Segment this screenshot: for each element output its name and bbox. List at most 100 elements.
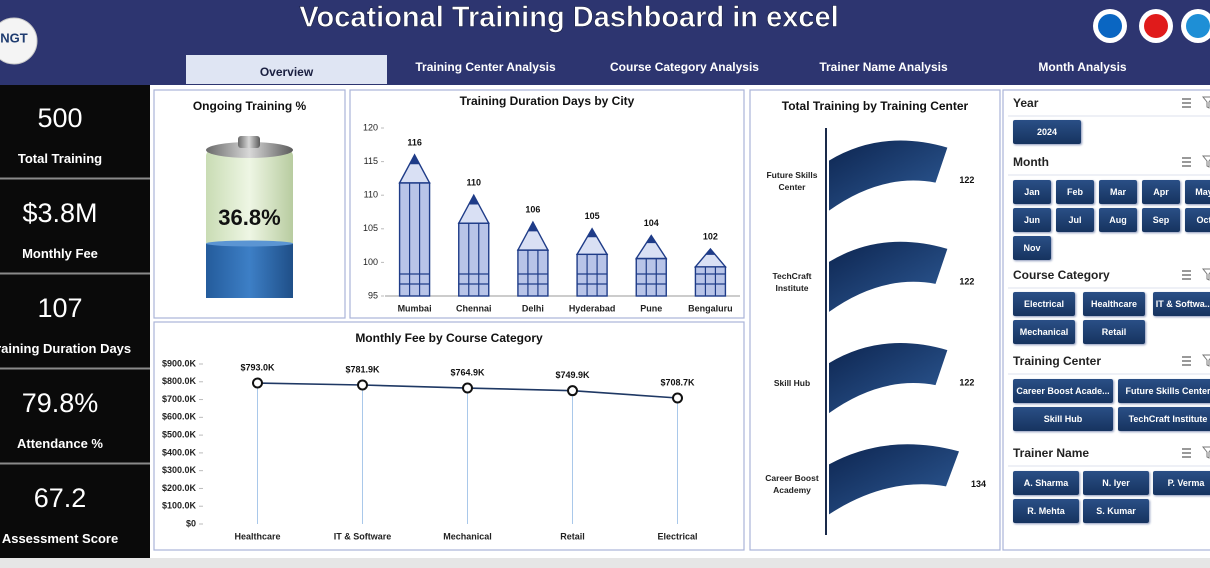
social-icon[interactable] <box>1139 9 1173 43</box>
y-tick-label: $400.0K <box>162 447 197 457</box>
slicer-button[interactable]: Jan <box>1013 180 1051 204</box>
chart-title: Total Training by Training Center <box>782 99 969 113</box>
slicer-icons[interactable] <box>1182 155 1210 168</box>
battery-fill <box>206 243 293 298</box>
y-tick-label: $300.0K <box>162 465 197 475</box>
kpi-label: Attendance % <box>17 436 103 451</box>
slicer-button[interactable]: A. Sharma <box>1013 471 1079 495</box>
slicer-button[interactable]: TechCraft Institute <box>1118 407 1210 431</box>
slicer-icons[interactable] <box>1182 268 1210 281</box>
filter-icon <box>1201 268 1210 281</box>
x-tick-label: Mumbai <box>398 303 432 313</box>
line-point <box>567 385 578 397</box>
slicer-icons[interactable] <box>1182 96 1210 109</box>
slicer-button[interactable]: Oct <box>1185 208 1210 232</box>
pencil-lead <box>409 154 420 165</box>
category-label-box: TechCraft Institute <box>772 271 811 293</box>
kpi-value: 500 <box>37 103 83 133</box>
slicer-button[interactable]: Jul <box>1056 208 1094 232</box>
slicer-button[interactable]: Aug <box>1099 208 1137 232</box>
pencil-tip <box>457 193 490 224</box>
logo <box>0 17 38 65</box>
pencil-body <box>398 182 431 297</box>
flag-bar <box>829 343 948 414</box>
value-label: 122 <box>959 378 974 388</box>
x-tick-label: Delhi <box>522 303 544 313</box>
pencil-bar <box>516 220 550 297</box>
value-label: $749.9K <box>555 370 590 380</box>
x-tick-label: IT & Software <box>334 531 392 541</box>
slicer-title: Course Category <box>1013 268 1110 282</box>
value-label: 116 <box>407 137 422 147</box>
slicer-button[interactable]: Sep <box>1142 208 1180 232</box>
tab[interactable]: Month Analysis <box>1038 59 1127 74</box>
x-tick-label: Electrical <box>657 531 697 541</box>
pencil-tip <box>398 153 431 184</box>
pencil-bar <box>457 193 490 297</box>
slicer-button[interactable]: Feb <box>1056 180 1094 204</box>
kpi-value: $3.8M <box>22 198 98 228</box>
slicer-button[interactable]: Healthcare <box>1083 292 1145 316</box>
slicer-title: Month <box>1013 155 1049 169</box>
value-label: $781.9K <box>345 364 380 374</box>
y-tick-label: 115 <box>364 156 378 166</box>
flag-bar <box>829 241 948 312</box>
y-tick-label: 105 <box>363 223 378 233</box>
y-tick-label: 120 <box>363 122 378 132</box>
x-tick-label: Mechanical <box>443 531 492 541</box>
tab[interactable]: Trainer Name Analysis <box>819 59 948 74</box>
category-label-box: Career Boost Academy <box>765 473 819 496</box>
line-point <box>672 392 683 404</box>
social-icon[interactable] <box>1093 9 1127 43</box>
slicer-button[interactable]: May <box>1185 180 1210 204</box>
slicer-icons[interactable] <box>1182 446 1210 459</box>
tab[interactable]: Course Category Analysis <box>610 59 759 74</box>
y-tick-label: Career Boost Academy <box>765 473 819 496</box>
pencil-tip <box>693 247 727 268</box>
value-label: 122 <box>959 276 974 286</box>
slicer-button[interactable]: Future Skills Center <box>1118 379 1210 403</box>
filter-icon <box>1201 446 1210 459</box>
kpi-label: Total Training <box>17 151 103 166</box>
slicer-button[interactable]: Mechanical <box>1013 320 1075 344</box>
value-label: $793.0K <box>240 362 275 372</box>
slicer-button[interactable]: Retail <box>1083 320 1145 344</box>
slicer-button[interactable]: IT & Softwa... <box>1153 292 1210 316</box>
pencil-tip <box>516 220 550 251</box>
kpi-value: 79.8% <box>21 388 99 418</box>
slicer-button[interactable]: 2024 <box>1013 120 1081 144</box>
slicer-button[interactable]: Nov <box>1013 236 1051 260</box>
y-tick-label: $500.0K <box>162 429 197 439</box>
social-icon[interactable] <box>1181 9 1210 43</box>
kpi-label: Monthly Fee <box>22 246 98 261</box>
y-tick-label: 100 <box>363 257 378 267</box>
tab[interactable]: Training Center Analysis <box>415 59 556 74</box>
pencil-bar <box>575 227 609 297</box>
line-point <box>357 379 368 391</box>
slicer-button[interactable]: S. Kumar <box>1083 499 1149 523</box>
slicer-icons[interactable] <box>1182 354 1210 367</box>
slicer-button[interactable]: P. Verma <box>1153 471 1210 495</box>
kpi-value: 67.2 <box>33 483 87 513</box>
slicer-title: Trainer Name <box>1013 446 1090 460</box>
slicer-button[interactable]: N. Iyer <box>1083 471 1149 495</box>
slicer-button[interactable]: Electrical <box>1013 292 1075 316</box>
slicer-button[interactable]: Apr <box>1142 180 1180 204</box>
value-label: 106 <box>525 204 540 214</box>
slicer-button[interactable]: Mar <box>1099 180 1137 204</box>
line-point <box>462 382 473 394</box>
tab[interactable]: Overview <box>186 55 387 84</box>
slicer-button[interactable]: Jun <box>1013 208 1051 232</box>
slicer-button[interactable]: Skill Hub <box>1013 407 1113 431</box>
value-label: 110 <box>466 178 481 188</box>
footer-strip <box>0 558 1210 568</box>
y-tick-label: Future Skills Center <box>766 169 818 192</box>
slicer-button[interactable]: Career Boost Acade... <box>1013 379 1113 403</box>
chart-title: Ongoing Training % <box>193 99 307 113</box>
y-tick-label: $900.0K <box>162 358 197 368</box>
filter-icon <box>1201 354 1210 367</box>
slicer-button[interactable]: R. Mehta <box>1013 499 1079 523</box>
battery-label: 36.8% <box>218 205 280 230</box>
pencil-lead <box>587 228 598 238</box>
